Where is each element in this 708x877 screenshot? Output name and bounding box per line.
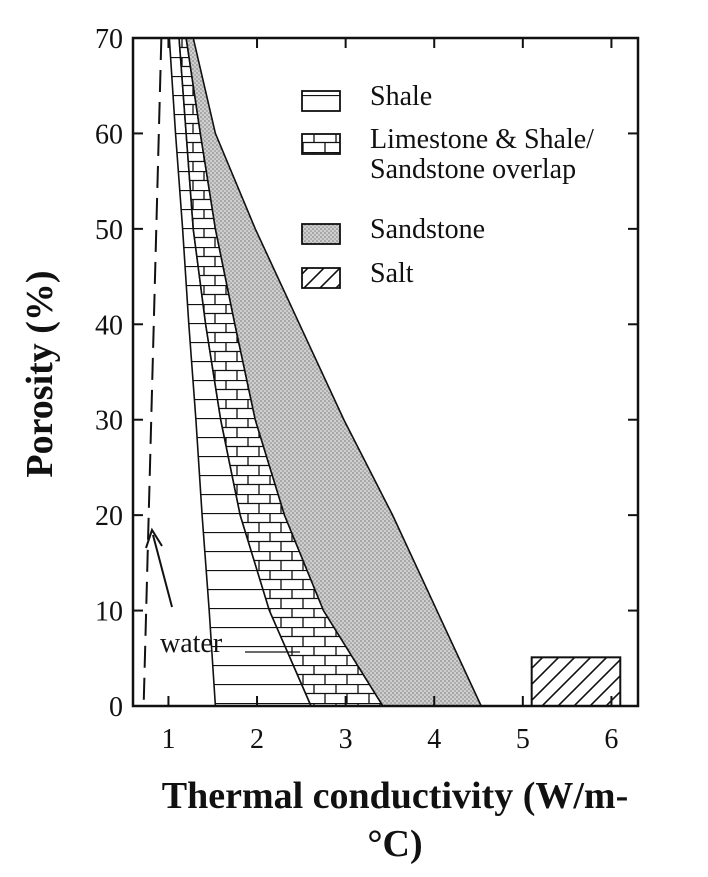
water-arrowhead — [145, 527, 163, 549]
y-tick-label: 30 — [95, 406, 123, 437]
y-tick-label: 20 — [95, 501, 123, 532]
y-tick-label: 60 — [95, 119, 123, 150]
y-tick-label: 40 — [95, 310, 123, 341]
x-tick-label: 4 — [427, 724, 441, 755]
x-tick-label: 5 — [516, 724, 530, 755]
x-tick-label: 1 — [161, 724, 175, 755]
y-axis-title: Porosity (%) — [19, 270, 61, 478]
x-tick-label: 6 — [604, 724, 618, 755]
legend-swatch — [301, 133, 341, 155]
x-tick-label: 3 — [339, 724, 353, 755]
legend-label: Salt — [370, 258, 414, 289]
plot-frame — [131, 36, 640, 708]
legend-label: Sandstone — [370, 214, 486, 245]
legend-label: Shale — [370, 81, 433, 112]
legend-swatch — [301, 223, 341, 245]
legend-label: Limestone & Shale/ Sandstone overlap — [370, 124, 594, 185]
y-tick-label: 10 — [95, 597, 123, 628]
x-axis-title: Thermal conductivity (W/m-°C) — [161, 775, 629, 865]
y-tick-label: 70 — [95, 24, 123, 55]
water-line — [142, 37, 163, 707]
salt-box — [530, 656, 622, 707]
y-tick-label: 50 — [95, 215, 123, 246]
x-tick-label: 2 — [250, 724, 264, 755]
y-tick-label: 0 — [109, 692, 123, 723]
annotation: water — [160, 628, 223, 659]
legend-swatch — [301, 267, 341, 289]
water-arrow — [152, 534, 173, 608]
legend-swatch — [301, 90, 341, 112]
